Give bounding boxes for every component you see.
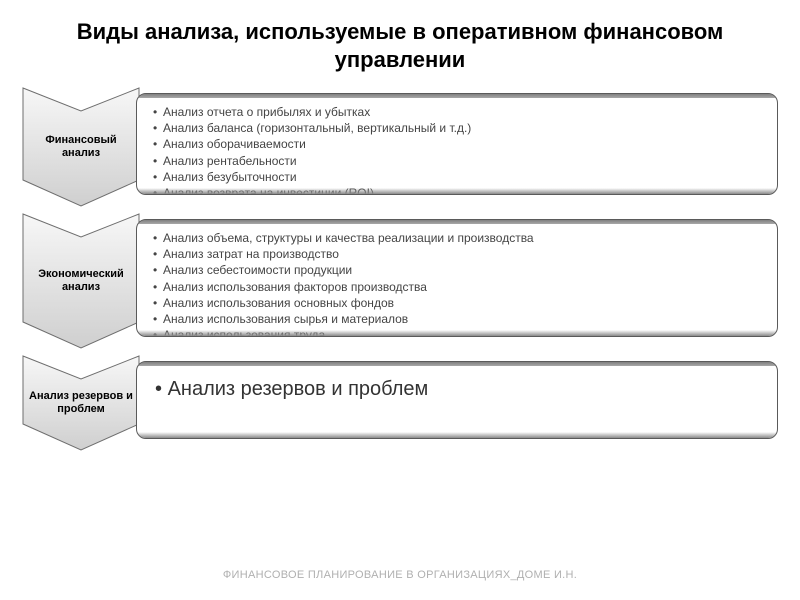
bullet-item: Анализ использования сырья и материалов: [153, 311, 765, 327]
page-title: Виды анализа, используемые в оперативном…: [0, 0, 800, 87]
bullet-item: Анализ использования факторов производст…: [153, 279, 765, 295]
content-box: Анализ отчета о прибылях и убыткахАнализ…: [136, 93, 778, 195]
bullet-item: Анализ использования основных фондов: [153, 295, 765, 311]
rows-container: Финансовый анализ Анализ отчета о прибыля…: [0, 87, 800, 451]
bullet-item: Анализ отчета о прибылях и убытках: [153, 104, 765, 120]
chevron-shape: Анализ резервов и проблем: [22, 355, 140, 451]
bullet-item: Анализ затрат на производство: [153, 246, 765, 262]
footer-text: ФИНАНСОВОЕ ПЛАНИРОВАНИЕ В ОРГАНИЗАЦИЯХ_Д…: [0, 568, 800, 582]
bullet-item: Анализ себестоимости продукции: [153, 262, 765, 278]
bullet-item: Анализ объема, структуры и качества реал…: [153, 230, 765, 246]
analysis-row: Анализ резервов и проблем Анализ резервов…: [0, 355, 800, 451]
chevron-label: Анализ резервов и проблем: [22, 390, 140, 415]
chevron-shape: Финансовый анализ: [22, 87, 140, 207]
content-bullets: Анализ отчета о прибылях и убыткахАнализ…: [151, 100, 767, 195]
chevron-label: Экономический анализ: [22, 268, 140, 293]
bullet-item: Анализ баланса (горизонтальный, вертикал…: [153, 120, 765, 136]
content-box: Анализ объема, структуры и качества реал…: [136, 219, 778, 337]
bullet-item: Анализ безубыточности: [153, 169, 765, 185]
chevron-label: Финансовый анализ: [22, 134, 140, 159]
bullet-item: Анализ рентабельности: [153, 153, 765, 169]
analysis-row: Экономический анализ Анализ объема, струк…: [0, 213, 800, 349]
analysis-row: Финансовый анализ Анализ отчета о прибыля…: [0, 87, 800, 207]
chevron-shape: Экономический анализ: [22, 213, 140, 349]
content-single-item: Анализ резервов и проблем: [151, 368, 767, 411]
bullet-item: Анализ оборачиваемости: [153, 136, 765, 152]
content-box: Анализ резервов и проблем: [136, 361, 778, 439]
content-bullets: Анализ объема, структуры и качества реал…: [151, 226, 767, 337]
